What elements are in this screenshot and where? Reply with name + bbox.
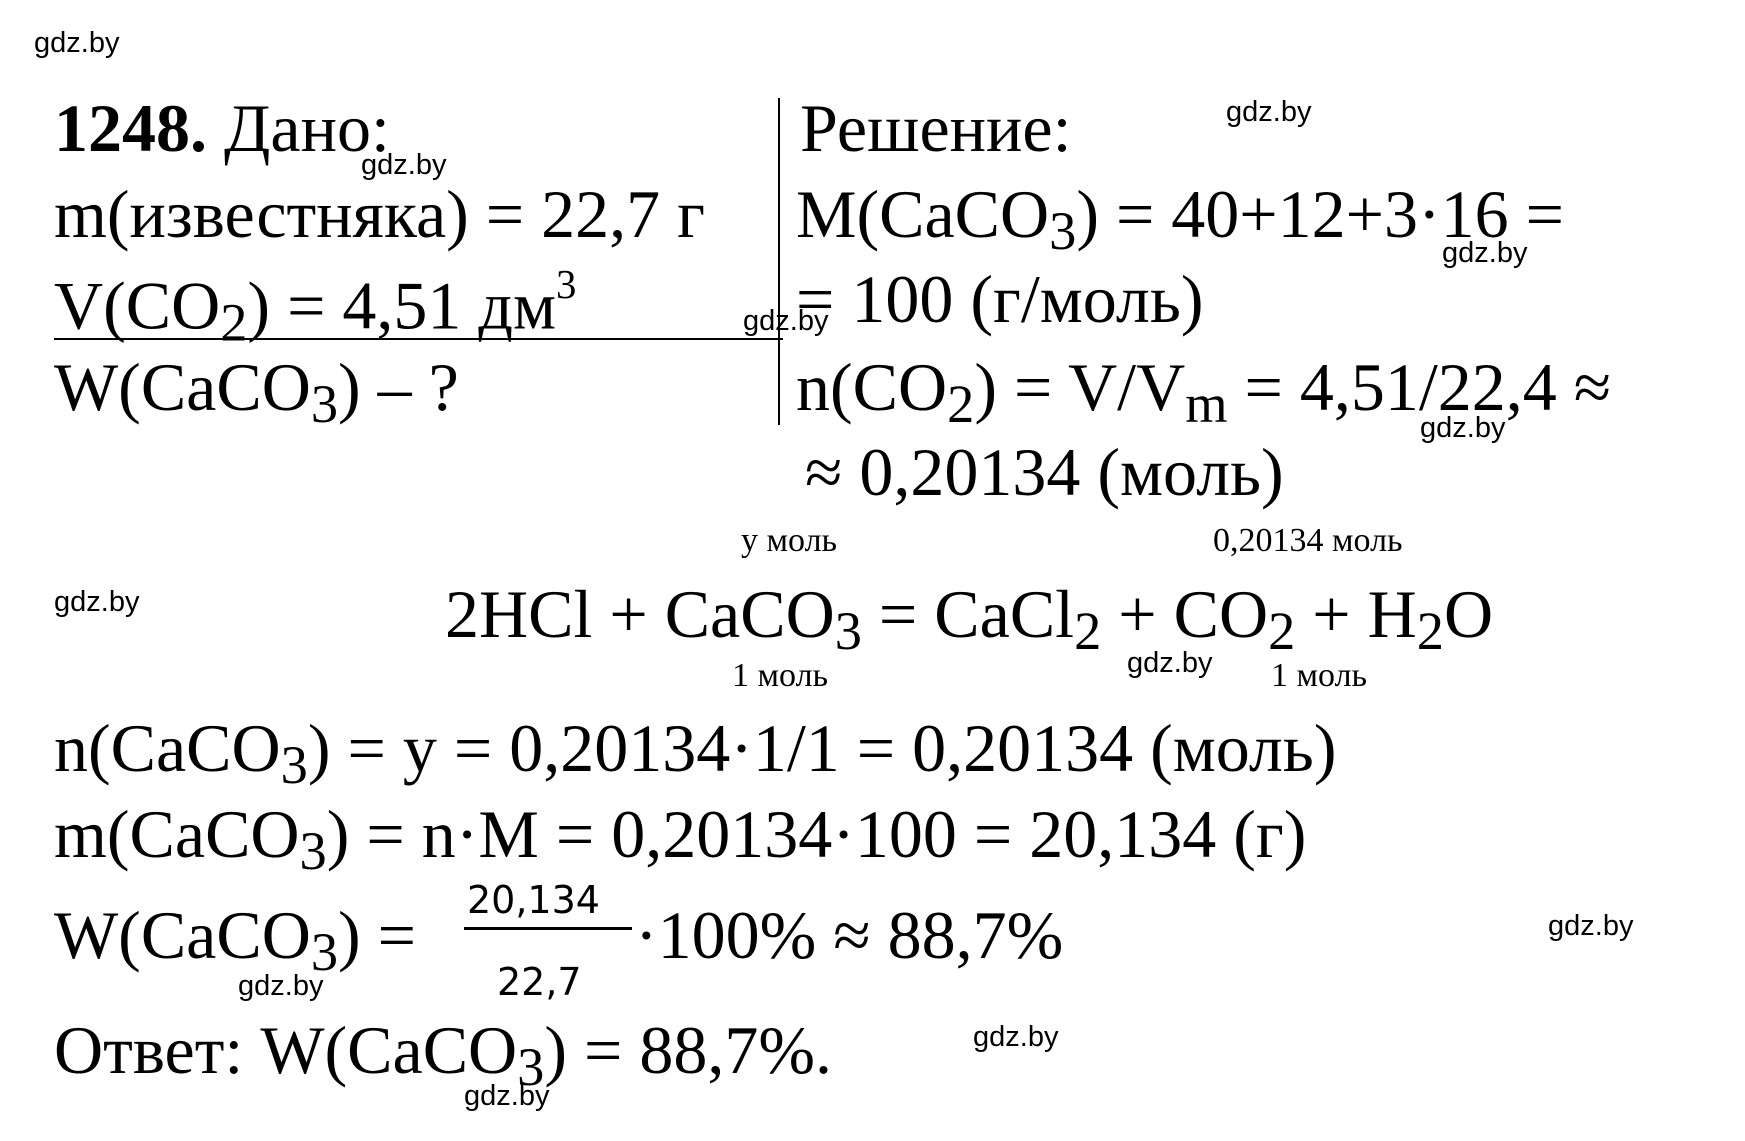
subscript: 2 — [220, 292, 248, 353]
text-segment: CaCl — [934, 576, 1075, 652]
given-underline — [54, 338, 783, 340]
superscript: 3 — [556, 262, 577, 307]
amount-label: 1 моль — [732, 657, 829, 694]
watermark: gdz.by — [1127, 647, 1213, 679]
text-segment: + H — [1295, 576, 1417, 652]
text-segment: O — [1443, 576, 1494, 652]
watermark: gdz.by — [34, 27, 120, 59]
watermark: gdz.by — [464, 1080, 550, 1112]
text-segment: V(CO — [54, 267, 221, 344]
text-segment: m(известняка) = 22,7 г — [54, 176, 706, 252]
text-segment: W(CaCO — [54, 897, 311, 973]
watermark: gdz.by — [1548, 910, 1634, 942]
subscript: 3 — [280, 734, 308, 795]
text-segment: n(CaCO — [54, 710, 281, 786]
watermark: gdz.by — [361, 149, 447, 181]
amount-label: 0,20134 моль — [1213, 522, 1403, 559]
solution-line: M(CaCO3) = 40+12+3·16 = — [796, 180, 1564, 258]
text-segment: Ответ: W(CaCO — [54, 1012, 518, 1088]
watermark: gdz.by — [1420, 412, 1506, 444]
calculation-line: ·100% ≈ 88,7% — [635, 901, 1063, 969]
text-segment: ·100% ≈ 88,7% — [635, 897, 1064, 973]
subscript: 3 — [1049, 200, 1077, 261]
text-segment: = 4,51/22,4 ≈ — [1227, 349, 1612, 425]
watermark: gdz.by — [54, 586, 140, 618]
fraction-numerator: 20,134 — [467, 878, 600, 922]
given-line: V(CO2) = 4,51 дм3 — [54, 262, 577, 353]
text-segment: + CO — [1101, 576, 1269, 652]
subscript: 2 — [1416, 600, 1444, 661]
text-segment: ) – ? — [338, 349, 459, 425]
text-segment: ) = 40+12+3·16 = — [1076, 176, 1564, 252]
subscript: 3 — [299, 820, 327, 881]
text-segment: = 100 (г/моль) — [796, 261, 1204, 337]
text-segment: ) = 88,7%. — [544, 1012, 832, 1088]
subscript: 2 — [947, 373, 975, 434]
text-segment: ≈ 0,20134 (моль) — [805, 434, 1284, 510]
watermark: gdz.by — [1226, 96, 1312, 128]
solution-line: = 100 (г/моль) — [796, 265, 1204, 333]
answer-line: Ответ: W(CaCO3) = 88,7%. — [54, 1016, 832, 1094]
text-segment: ) = y = 0,20134·1/1 = 0,20134 (моль) — [307, 710, 1337, 786]
subscript: 3 — [310, 921, 339, 982]
subscript: 2 — [1074, 600, 1102, 661]
text-segment: m(CaCO — [54, 796, 300, 872]
text-segment: ) = n·M = 0,20134·100 = 20,134 (г) — [326, 796, 1307, 872]
reaction-equation: 2HCl + CaCO3 = CaCl2 + CO2 + H2O — [445, 580, 1493, 658]
watermark: gdz.by — [973, 1021, 1059, 1053]
text-segment: ) = V/V — [974, 349, 1186, 425]
text-segment: = — [861, 576, 935, 652]
text-segment: M(CaCO — [796, 176, 1050, 252]
amount-label: 1 моль — [1271, 657, 1368, 694]
subscript: 3 — [834, 600, 862, 661]
solution-line: n(CO2) = V/Vm = 4,51/22,4 ≈ — [796, 353, 1611, 431]
fraction-denominator: 22,7 — [497, 960, 582, 1004]
calculation-line: W(CaCO3) = — [54, 901, 416, 979]
calculation-line: n(CaCO3) = y = 0,20134·1/1 = 0,20134 (мо… — [54, 714, 1336, 792]
calculation-line: m(CaCO3) = n·M = 0,20134·100 = 20,134 (г… — [54, 800, 1306, 878]
subscript: m — [1185, 373, 1228, 434]
subscript: 2 — [1268, 600, 1296, 661]
divider — [778, 98, 780, 425]
solution-line: ≈ 0,20134 (моль) — [805, 438, 1284, 506]
watermark: gdz.by — [238, 970, 324, 1002]
watermark: gdz.by — [743, 305, 829, 337]
text-segment: W(CaCO — [54, 349, 311, 425]
amount-label: y моль — [741, 522, 838, 559]
given-heading: Дано: — [207, 90, 390, 166]
text-segment: ) = — [338, 897, 417, 973]
find-line: W(CaCO3) – ? — [54, 353, 459, 431]
problem-number: 1248. — [54, 90, 207, 166]
watermark: gdz.by — [1442, 237, 1528, 269]
solution-heading: Решение: — [800, 90, 1072, 166]
fraction-bar — [464, 927, 632, 930]
text-segment: ) = 4,51 дм — [247, 267, 557, 344]
subscript: 3 — [517, 1036, 545, 1097]
given-line: m(известняка) = 22,7 г — [54, 180, 705, 248]
subscript: 3 — [310, 373, 339, 434]
text-segment: 2HCl + CaCO — [445, 576, 835, 652]
given-heading-line: 1248. Дано: — [54, 94, 390, 162]
text-segment: n(CO — [796, 349, 948, 425]
